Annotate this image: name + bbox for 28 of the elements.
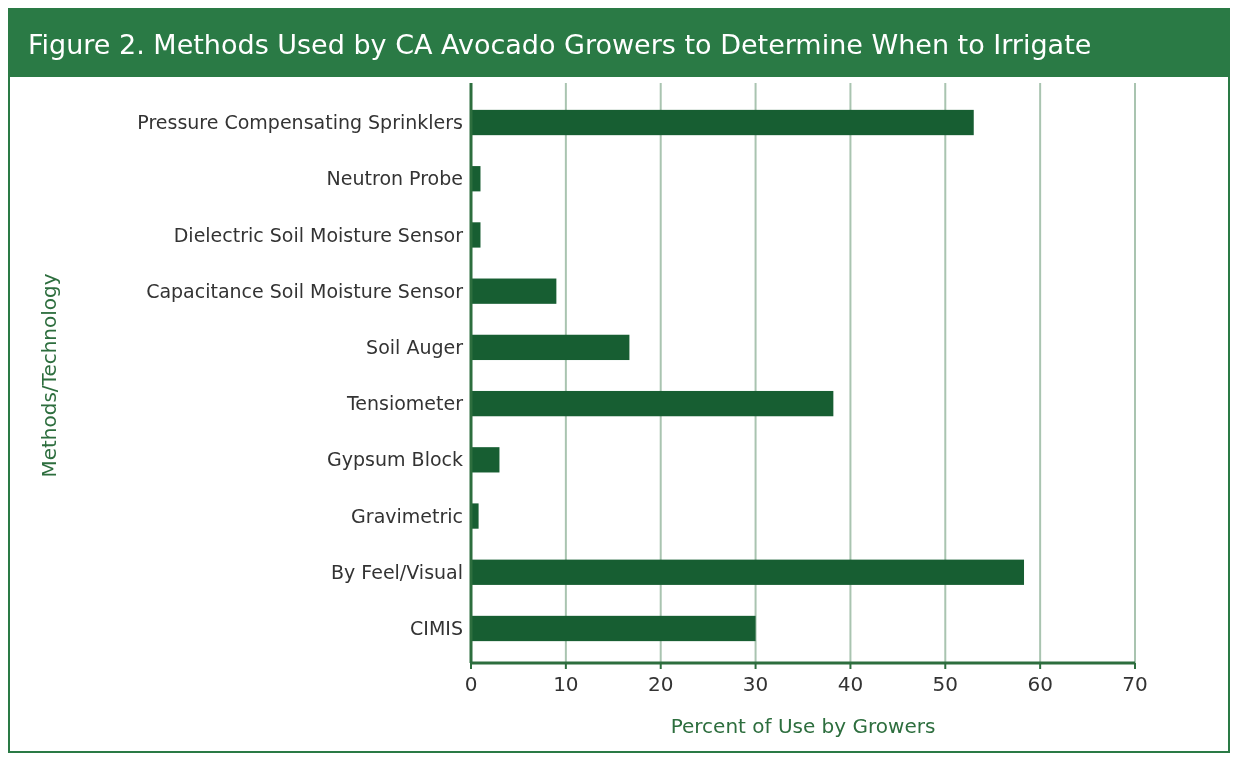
bar xyxy=(471,559,1025,585)
bar xyxy=(471,447,500,473)
x-tick-label: 60 xyxy=(1027,672,1053,696)
x-tick-label: 50 xyxy=(932,672,959,696)
y-tick-label: By Feel/Visual xyxy=(331,560,463,583)
y-axis-title: Methods/Technology xyxy=(37,273,61,478)
x-axis-title: Percent of Use by Growers xyxy=(670,714,936,738)
y-tick-label: CIMIS xyxy=(410,617,463,640)
bar xyxy=(471,390,834,417)
y-tick-label: Pressure Compensating Sprinklers xyxy=(137,111,463,134)
y-tick-label: Capacitance Soil Moisture Sensor xyxy=(146,279,464,302)
x-tick-label: 20 xyxy=(647,672,674,696)
x-tick-label: 0 xyxy=(464,672,478,696)
bar xyxy=(471,278,557,304)
y-tick-label: Neutron Probe xyxy=(326,167,463,190)
bar xyxy=(471,109,974,136)
x-tick-label: 40 xyxy=(837,672,864,696)
x-tick-label: 30 xyxy=(742,672,769,696)
y-tick-label: Soil Auger xyxy=(366,336,464,359)
y-tick-label: Tensiometer xyxy=(345,392,464,415)
chart-title: Figure 2. Methods Used by CA Avocado Growers to Determine When to Irrigate xyxy=(28,29,1092,60)
x-tick-label: 10 xyxy=(553,672,579,696)
bar xyxy=(471,334,630,361)
bar xyxy=(471,615,756,642)
y-tick-label: Gypsum Block xyxy=(327,448,463,471)
x-tick-label: 70 xyxy=(1122,672,1148,696)
y-tick-label: Gravimetric xyxy=(351,504,463,527)
y-tick-label: Dielectric Soil Moisture Sensor xyxy=(173,223,464,246)
